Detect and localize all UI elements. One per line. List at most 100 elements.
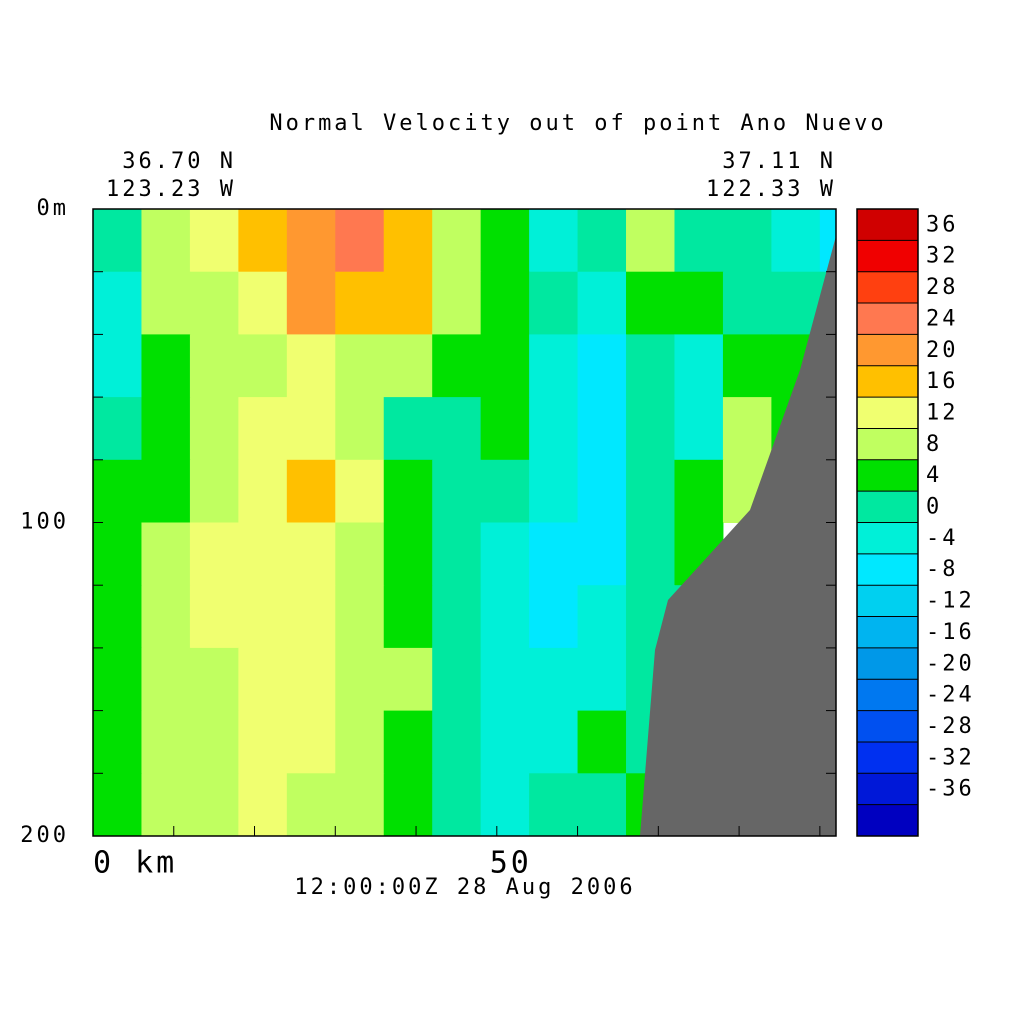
contour-cell	[335, 209, 385, 273]
contour-cell	[383, 773, 433, 837]
colorbar-label: 8	[926, 432, 942, 457]
contour-cell	[286, 585, 336, 649]
contour-cell	[577, 773, 627, 837]
contour-cell	[383, 397, 433, 461]
chart-title: Normal Velocity out of point Ano Nuevo	[269, 111, 886, 136]
contour-cell	[674, 334, 724, 398]
contour-cell	[432, 459, 482, 523]
colorbar-swatch	[857, 240, 918, 272]
contour-cell	[480, 397, 530, 461]
colorbar-label: -8	[926, 557, 959, 582]
colorbar-frame	[856, 208, 919, 837]
contour-cell	[480, 522, 530, 586]
colorbar-swatch	[857, 334, 918, 366]
contour-cell	[722, 209, 772, 273]
contour-cell	[432, 334, 482, 398]
contour-cell	[432, 647, 482, 712]
left-lat: 36.70 N	[122, 149, 236, 174]
contour-cell	[722, 334, 772, 398]
contour-cell	[238, 271, 288, 335]
contour-cell	[286, 271, 336, 335]
contour-cell	[432, 710, 482, 774]
colorbar-label: 32	[926, 244, 959, 269]
contour-cell	[383, 459, 433, 523]
contour-cell	[141, 585, 191, 649]
colorbar-label: -24	[926, 683, 975, 708]
contour-cell	[626, 271, 675, 335]
contour-cell	[626, 459, 675, 523]
contour-cell	[238, 209, 288, 273]
contour-cell	[93, 397, 142, 461]
contour-cell	[529, 209, 579, 273]
colorbar-label: -20	[926, 651, 975, 676]
colorbar-swatch	[857, 271, 918, 304]
contour-cell	[529, 271, 579, 335]
contour-cell	[335, 710, 385, 774]
colorbar-label: -28	[926, 714, 975, 739]
colorbar-swatch	[857, 365, 918, 398]
contour-cell	[480, 209, 530, 273]
contour-cell	[141, 710, 191, 774]
contour-cell	[93, 647, 142, 712]
contour-cell	[577, 459, 627, 523]
colorbar-label: -12	[926, 589, 975, 614]
contour-cell	[577, 647, 627, 712]
contour-cell	[529, 334, 579, 398]
contour-cell	[529, 647, 579, 712]
contour-cell	[286, 334, 336, 398]
colorbar-swatch	[857, 428, 918, 460]
contour-cell	[480, 773, 530, 837]
contour-cell	[335, 585, 385, 649]
contour-cell	[674, 397, 724, 461]
contour-cell	[335, 459, 385, 523]
contour-cell	[93, 522, 142, 586]
contour-cell	[238, 585, 288, 649]
contour-cell	[93, 209, 142, 273]
contour-cell	[189, 710, 239, 774]
contour-cell	[383, 522, 433, 586]
colorbar-swatch	[857, 209, 918, 241]
contour-cell	[189, 334, 239, 398]
contour-cell	[674, 459, 724, 523]
contour-cell	[189, 459, 239, 523]
contour-cell	[383, 710, 433, 774]
contour-cell	[238, 710, 288, 774]
contour-cell	[771, 209, 821, 273]
colorbar-swatch	[857, 616, 918, 648]
colorbar-label: -16	[926, 620, 975, 645]
contour-cell	[674, 209, 724, 273]
contour-cell	[141, 522, 191, 586]
contour-cell	[189, 585, 239, 649]
contour-cell	[577, 397, 627, 461]
colorbar-swatch	[857, 773, 918, 805]
contour-cell	[189, 522, 239, 586]
colorbar-swatch	[857, 553, 918, 586]
contour-cell	[626, 334, 675, 398]
contour-cell	[432, 773, 482, 837]
contour-cell	[141, 271, 191, 335]
contour-cell	[383, 209, 433, 273]
contour-cell	[189, 647, 239, 712]
colorbar-swatch	[857, 647, 918, 680]
contour-cell	[335, 271, 385, 335]
contour-cell	[189, 773, 239, 837]
contour-cell	[141, 647, 191, 712]
contour-cell	[626, 397, 675, 461]
contour-cell	[383, 585, 433, 649]
contour-cell	[480, 585, 530, 649]
contour-cell	[577, 271, 627, 335]
contour-cell	[189, 209, 239, 273]
colorbar-swatch	[857, 522, 918, 554]
contour-cell	[141, 397, 191, 461]
contour-cell	[480, 334, 530, 398]
contour-cell	[238, 334, 288, 398]
time-label: 12:00:00Z 28 Aug 2006	[294, 875, 635, 900]
contour-cell	[577, 710, 627, 774]
colorbar-label: -32	[926, 745, 975, 770]
colorbar-label: 20	[926, 338, 959, 363]
colorbar-label: 24	[926, 306, 959, 331]
contour-cell	[286, 209, 336, 273]
contour-cell	[626, 522, 675, 586]
contour-cell	[238, 773, 288, 837]
land	[640, 236, 836, 836]
